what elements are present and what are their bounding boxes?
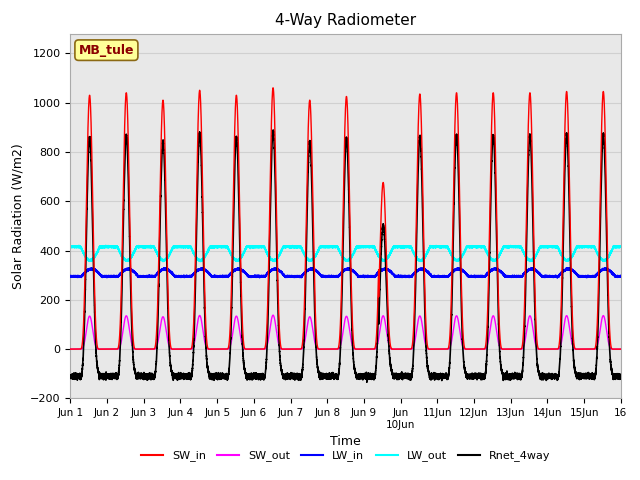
Line: SW_in: SW_in: [70, 88, 621, 349]
LW_out: [484, 252, 492, 257]
LW_in: [554, 275, 561, 281]
Rnet_4way: [484, 331, 492, 336]
LW_out: [197, 259, 205, 264]
Line: Rnet_4way: Rnet_4way: [70, 130, 621, 382]
SW_in: [269, 85, 277, 91]
SW_in: [158, 108, 166, 113]
SW_out: [617, 346, 625, 352]
SW_in: [267, 146, 275, 152]
SW_out: [170, 346, 178, 352]
Line: SW_out: SW_out: [70, 315, 621, 349]
SW_out: [380, 313, 388, 319]
Rnet_4way: [158, 148, 166, 154]
LW_out: [102, 242, 109, 248]
LW_out: [380, 257, 388, 263]
LW_out: [267, 256, 275, 262]
SW_out: [158, 315, 166, 321]
SW_out: [484, 341, 492, 347]
SW_out: [269, 312, 277, 318]
X-axis label: Time: Time: [330, 435, 361, 448]
Rnet_4way: [67, 372, 74, 378]
Line: LW_out: LW_out: [70, 245, 621, 262]
Rnet_4way: [269, 127, 277, 133]
SW_in: [617, 346, 625, 352]
SW_in: [67, 346, 74, 352]
SW_in: [484, 307, 492, 312]
SW_out: [67, 346, 74, 352]
SW_in: [170, 346, 178, 352]
LW_in: [617, 274, 625, 280]
SW_in: [380, 183, 388, 189]
LW_in: [267, 267, 275, 273]
LW_out: [158, 257, 166, 263]
Line: LW_in: LW_in: [70, 268, 621, 278]
LW_out: [67, 244, 74, 250]
LW_out: [321, 244, 329, 250]
LW_in: [158, 267, 166, 273]
LW_in: [67, 273, 74, 278]
Rnet_4way: [267, 184, 275, 190]
LW_in: [170, 273, 178, 278]
SW_in: [321, 346, 329, 352]
SW_out: [267, 320, 275, 326]
Title: 4-Way Radiometer: 4-Way Radiometer: [275, 13, 416, 28]
LW_in: [380, 266, 388, 272]
LW_in: [321, 273, 329, 279]
Rnet_4way: [380, 225, 388, 231]
LW_out: [617, 244, 625, 250]
SW_out: [321, 346, 329, 352]
Text: MB_tule: MB_tule: [79, 44, 134, 57]
Y-axis label: Solar Radiation (W/m2): Solar Radiation (W/m2): [12, 143, 24, 289]
LW_in: [484, 270, 492, 276]
Rnet_4way: [617, 372, 625, 378]
Rnet_4way: [321, 374, 329, 380]
Rnet_4way: [170, 371, 178, 376]
Rnet_4way: [363, 379, 371, 385]
LW_in: [565, 265, 573, 271]
LW_out: [170, 244, 178, 250]
Legend: SW_in, SW_out, LW_in, LW_out, Rnet_4way: SW_in, SW_out, LW_in, LW_out, Rnet_4way: [136, 446, 555, 466]
